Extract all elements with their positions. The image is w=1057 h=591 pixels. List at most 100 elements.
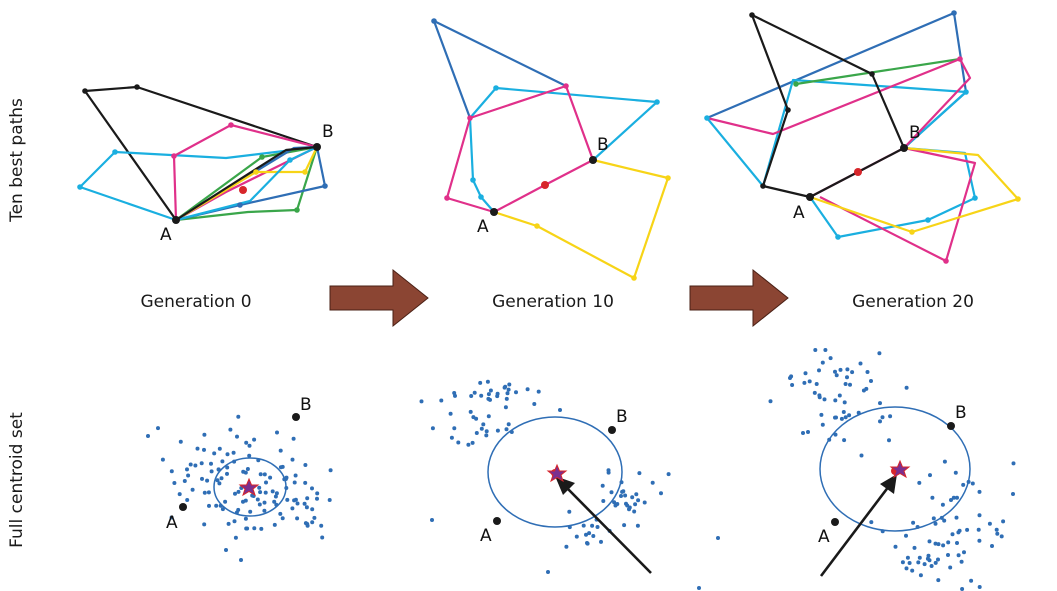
centroid-point [278,511,283,516]
centroid-point [224,548,228,552]
centroid-point [169,515,174,520]
centroid-point [936,557,940,562]
centroid-point [430,518,434,522]
centroid-point [567,509,572,514]
centroid-point [293,473,298,478]
centroid-point [304,505,309,510]
row-label-top: Ten best paths [7,98,27,223]
path-green [175,145,319,222]
generation-20-vertices [704,10,1021,264]
centroid-point [303,480,308,485]
shift-arrow-shaft [819,485,891,577]
centroid-point [193,463,198,468]
centroid-point [199,461,204,466]
centroid-point [933,541,938,546]
path-magenta [172,123,319,221]
point-b [313,143,321,151]
centroid-point [956,530,961,535]
centroid-point [581,523,586,528]
centroid-point [233,535,238,540]
centroid-point [284,475,289,480]
row-label-bottom: Full centroid set [7,412,27,548]
progress-arrow-1 [329,268,429,328]
centroid-point [419,399,424,404]
centroid-point [558,408,562,412]
centroid-point [904,385,909,390]
centroid-point [946,540,951,545]
spread-ellipse [213,457,287,517]
centroid-point [486,392,491,397]
centroid-point [843,382,848,386]
generation-0-label: Generation 0 [140,292,251,312]
centroid-point [960,587,965,591]
centroid-point [507,382,512,387]
centroid-point [485,379,490,384]
centroid-point [295,501,300,506]
centroid-point [959,559,964,564]
centroid-point [470,440,475,445]
centroid-point [861,388,866,393]
centroid-point [869,520,874,525]
centroid-point [215,478,220,483]
centroid-point [950,532,955,537]
centroid-point [220,507,225,512]
centroid-point [207,503,211,508]
centroid-point [188,462,193,467]
centroid-point [595,525,600,529]
centroid-point [951,495,956,500]
centroid-point [228,427,233,432]
path-green [795,57,961,86]
gen20-bottom-label-a: A [818,527,830,547]
centroid-point [802,380,807,385]
centroid-point [850,370,855,375]
gen10-label-b: B [597,135,609,155]
centroid-point [243,498,248,503]
centroid-point [257,485,262,490]
centroid-point [472,390,477,395]
generation-10-centroids [487,416,652,574]
centroid-point [907,561,912,565]
centroid-point [262,500,267,505]
path-black [83,85,318,221]
spread-ellipse [819,406,971,532]
centroid-point [146,434,150,438]
centroid-point [936,542,941,547]
centroid-point [160,457,165,462]
centroid-point [156,426,160,431]
centroid-point [927,539,932,544]
centroid-point [479,393,484,398]
centroid-point [202,447,206,452]
centroid-point [847,413,852,418]
gen0-label-b: B [322,122,334,142]
centroid-point [257,502,262,507]
centroid-point [613,503,618,508]
centroid-point [956,553,961,558]
centroid-point [887,438,891,443]
centroid-point [918,573,923,578]
centroid-point [479,426,484,431]
centroid-point [217,481,222,486]
centroid-point [790,383,795,387]
centroid-point [600,483,605,488]
centroid-point [814,382,819,386]
path-black [750,13,906,199]
centroid-point [305,523,310,528]
point-b [292,413,300,421]
centroid-point [813,348,818,352]
centroid-point [940,502,945,507]
centroid-point [302,501,307,506]
centroid-point [200,476,204,481]
centroid-point [209,461,213,466]
centroid-point [177,492,182,497]
centroid-point [448,411,453,416]
centroid-point [954,515,959,520]
centroid-point [327,498,332,502]
centroid-point [922,562,927,567]
centroid-point [310,486,314,491]
centroid-point [970,481,975,486]
centroid-point [820,422,825,427]
centroid-point [320,535,325,540]
centroid-point [987,521,992,526]
centroid-point [564,544,569,549]
